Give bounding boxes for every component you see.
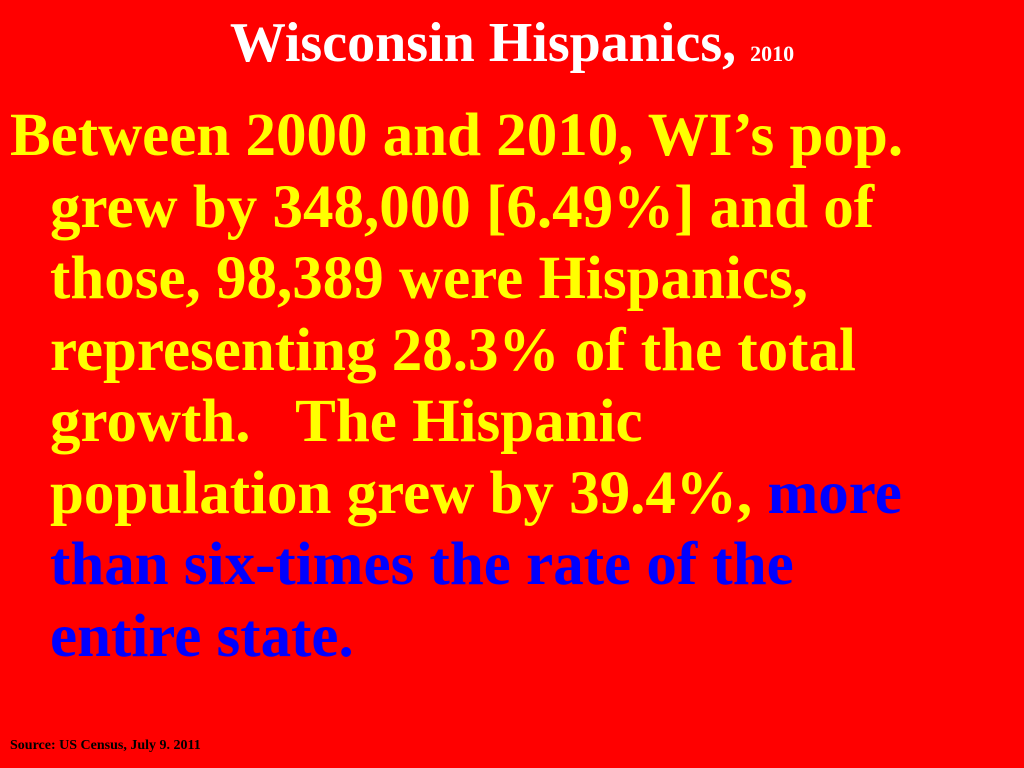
title: Wisconsin Hispanics, 2010 <box>0 8 1024 89</box>
body-text: population grew by 39.4%, <box>50 459 768 527</box>
body-text: growth. The Hispanic <box>50 388 643 455</box>
body-line: than six-times the rate of the <box>50 529 794 601</box>
source: Source: US Census, July 9. 2011 <box>10 738 201 753</box>
body-text: entire state. <box>50 602 354 670</box>
body-text: those, 98,389 were Hispanics, <box>50 245 808 312</box>
body-line: those, 98,389 were Hispanics, <box>50 243 808 315</box>
body-line: population grew by 39.4%, more <box>50 458 902 530</box>
body-text: representing 28.3% of the total <box>50 316 856 384</box>
body-text: grew by 348,000 [6.49%] and of <box>50 173 875 241</box>
title-year: 2010 <box>750 41 795 66</box>
body-line: entire state. <box>50 601 354 673</box>
body-line: grew by 348,000 [6.49%] and of <box>50 172 874 244</box>
body-line: representing 28.3% of the total <box>50 315 856 387</box>
body-text: than six-times the rate of the <box>50 531 794 598</box>
body-text: Between 2000 and 2010, WI’s pop. <box>10 102 904 169</box>
body-line: growth. The Hispanic <box>50 386 643 458</box>
body-line: Between 2000 and 2010, WI’s pop. <box>10 100 903 172</box>
body-text: more <box>767 459 902 527</box>
title-text: Wisconsin Hispanics, <box>229 12 737 74</box>
